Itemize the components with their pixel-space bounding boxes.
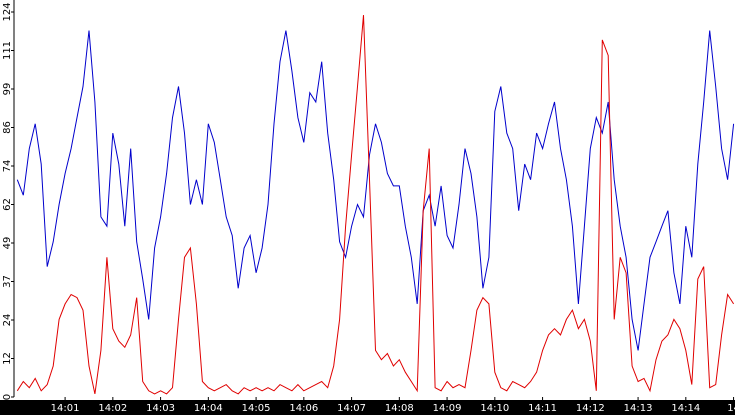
y-tick-label: 74 [2, 160, 13, 173]
x-tick-label: 14:06 [289, 403, 318, 414]
x-tick-label: 14:11 [528, 403, 557, 414]
x-tick-label: 14:10 [480, 403, 509, 414]
x-tick-label: 14:08 [385, 403, 414, 414]
x-tick-label: 14:05 [242, 403, 271, 414]
x-tick-label: 14:12 [576, 403, 605, 414]
y-tick-label: 37 [2, 275, 13, 288]
x-tick-label: 14:01 [51, 403, 80, 414]
y-tick-label: 99 [2, 83, 13, 96]
x-axis-band [0, 400, 735, 415]
x-tick-label: 14:09 [433, 403, 462, 414]
y-tick-label: 0 [2, 394, 13, 400]
x-tick-label: 14:03 [146, 403, 175, 414]
y-tick-label: 24 [2, 314, 13, 327]
x-tick-label: 14:14 [671, 403, 700, 414]
y-tick-label: 124 [2, 2, 13, 21]
series-line [16, 30, 735, 351]
x-tick-label: 14 [727, 403, 735, 414]
x-tick-label: 14:02 [98, 403, 127, 414]
series-line [16, 15, 735, 395]
y-tick-label: 62 [2, 198, 13, 211]
y-tick-label: 49 [2, 237, 13, 250]
x-tick-label: 14:13 [624, 403, 653, 414]
y-tick-label: 12 [2, 352, 13, 365]
y-tick-label: 111 [2, 41, 13, 60]
x-tick-label: 14:04 [194, 403, 223, 414]
x-tick-label: 14:07 [337, 403, 366, 414]
y-tick-label: 86 [2, 121, 13, 134]
